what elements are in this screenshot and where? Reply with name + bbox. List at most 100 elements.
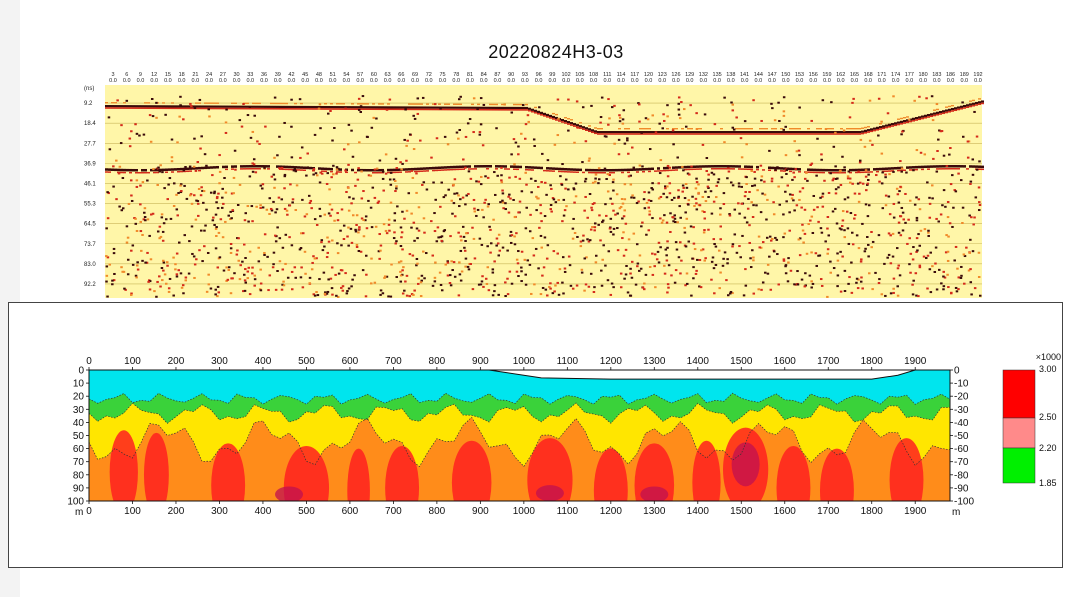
gpr-speckle: [432, 181, 435, 184]
gpr-speckle: [840, 225, 844, 228]
gpr-speckle: [599, 116, 603, 119]
gpr-speckle: [892, 277, 896, 280]
gpr-speckle: [344, 272, 347, 275]
gpr-reflector-mark: [138, 172, 141, 174]
gpr-speckle: [870, 230, 873, 233]
gpr-top-tick-label: 84: [481, 72, 487, 78]
gpr-speckle: [977, 186, 981, 189]
gpr-reflector-mark: [813, 168, 816, 172]
gpr-speckle: [624, 273, 628, 276]
gpr-speckle: [883, 262, 886, 265]
gpr-reflector-mark: [837, 171, 840, 174]
gpr-speckle: [347, 186, 350, 189]
gpr-speckle: [238, 278, 242, 281]
gpr-speckle: [858, 192, 861, 195]
gpr-reflector-mark: [384, 106, 387, 109]
gpr-speckle: [961, 101, 964, 104]
gpr-top-tick-label: 141: [740, 72, 749, 78]
gpr-speckle: [175, 193, 178, 196]
gpr-speckle: [439, 236, 442, 239]
gpr-speckle: [738, 212, 741, 215]
gpr-speckle: [663, 214, 666, 217]
gpr-speckle: [856, 182, 860, 185]
gpr-reflector-mark: [921, 165, 924, 169]
gpr-reflector-mark: [468, 108, 471, 111]
gpr-speckle: [681, 184, 685, 187]
gpr-reflector-mark: [831, 168, 834, 172]
gpr-speckle: [673, 196, 676, 199]
gpr-speckle: [948, 153, 951, 156]
gpr-speckle: [139, 203, 142, 206]
gpr-speckle: [395, 187, 398, 190]
gpr-speckle: [167, 290, 171, 293]
x-tick-label-bottom: 1500: [730, 506, 753, 517]
gpr-speckle: [944, 251, 948, 254]
gpr-top-subtick-label: 0.0: [741, 78, 749, 84]
gpr-top-tick-label: 150: [781, 72, 790, 78]
gpr-speckle: [415, 172, 418, 175]
gpr-top-tick-label: 69: [412, 72, 418, 78]
gpr-speckle: [387, 218, 391, 221]
gpr-reflector-mark: [798, 133, 801, 135]
gpr-reflector-mark: [909, 169, 912, 171]
gpr-reflector-mark: [234, 105, 237, 108]
gpr-reflector-mark: [648, 133, 651, 135]
gpr-reflector-mark: [807, 168, 810, 171]
gpr-speckle: [540, 181, 543, 184]
gpr-reflector-mark: [810, 168, 813, 172]
gpr-reflector-mark: [351, 168, 354, 172]
gpr-reflector-mark: [441, 106, 444, 109]
gpr-speckle: [809, 219, 812, 222]
gpr-reflector-mark: [186, 170, 189, 173]
gpr-speckle: [290, 156, 294, 159]
gpr-reflector-mark: [531, 166, 534, 169]
gpr-speckle: [501, 199, 504, 202]
gpr-reflector-mark: [420, 167, 423, 170]
gpr-speckle: [358, 228, 361, 231]
gpr-speckle: [728, 214, 732, 217]
gpr-reflector-mark: [675, 128, 678, 130]
gpr-speckle: [193, 276, 196, 279]
gpr-reflector-mark: [906, 166, 909, 169]
gpr-speckle: [189, 194, 192, 197]
gpr-speckle: [159, 164, 162, 167]
gpr-reflector-mark: [672, 133, 675, 135]
gpr-speckle: [229, 242, 233, 245]
gpr-reflector-mark: [117, 168, 120, 172]
gpr-speckle: [606, 279, 610, 282]
gpr-speckle: [506, 277, 509, 280]
gpr-reflector-mark: [546, 167, 549, 170]
gpr-speckle: [405, 294, 409, 297]
gpr-reflector-mark: [648, 170, 651, 173]
gpr-reflector-mark: [381, 108, 384, 111]
gpr-speckle: [451, 212, 454, 215]
gpr-top-subtick-label: 0.0: [590, 78, 598, 84]
gpr-speckle: [942, 275, 945, 278]
gpr-speckle: [611, 181, 615, 184]
gpr-reflector-mark: [354, 171, 357, 174]
gpr-reflector-mark: [699, 128, 702, 130]
gpr-reflector-mark: [135, 105, 138, 108]
gpr-speckle: [977, 251, 981, 254]
gpr-reflector-mark: [270, 107, 273, 110]
gpr-speckle: [130, 194, 133, 197]
gpr-speckle: [346, 143, 350, 146]
gpr-reflector-mark: [774, 133, 777, 135]
gpr-speckle: [193, 107, 197, 110]
gpr-reflector-mark: [978, 165, 981, 168]
gpr-speckle: [937, 220, 940, 223]
gpr-reflector-mark: [840, 128, 843, 130]
gpr-speckle: [569, 284, 573, 287]
gpr-reflector-mark: [378, 103, 381, 105]
gpr-reflector-mark: [135, 171, 138, 174]
gpr-speckle: [161, 279, 164, 282]
gpr-reflector-mark: [471, 103, 474, 106]
gpr-reflector-mark: [417, 167, 420, 171]
gpr-speckle: [796, 283, 800, 286]
gpr-speckle: [463, 249, 467, 252]
gpr-reflector-mark: [429, 108, 432, 111]
gpr-reflector-mark: [156, 107, 159, 110]
gpr-reflector-mark: [588, 168, 591, 172]
gpr-speckle: [250, 205, 254, 208]
gpr-reflector-mark: [276, 165, 279, 168]
